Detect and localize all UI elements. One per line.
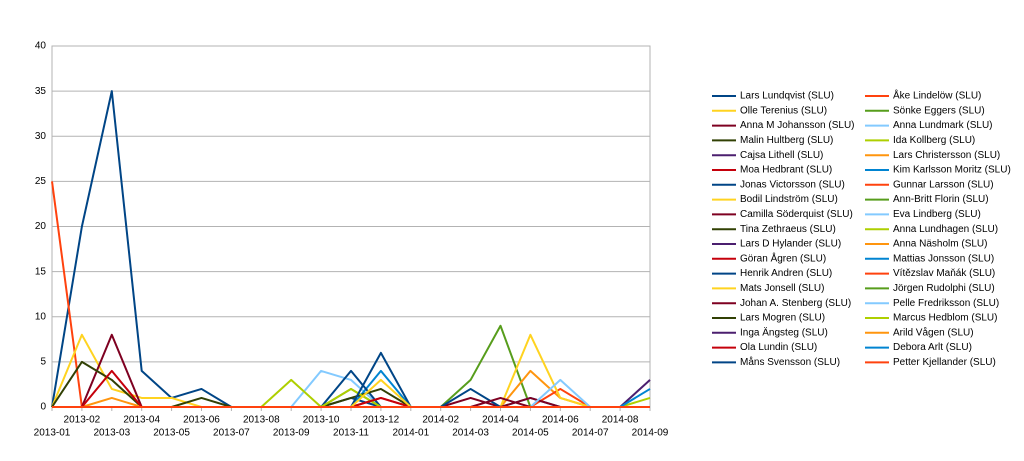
legend-label: Inga Ängsteg (SLU) xyxy=(740,326,828,338)
y-tick-label: 5 xyxy=(40,357,46,368)
x-tick-label: 2014-04 xyxy=(482,415,519,426)
legend-label: Moa Hedbrant (SLU) xyxy=(740,165,832,176)
legend-label: Jörgen Rudolphi (SLU) xyxy=(893,283,995,294)
legend-label: Jonas Victorsson (SLU) xyxy=(740,179,845,190)
legend-label: Gunnar Larsson (SLU) xyxy=(893,179,994,190)
x-tick-label: 2014-05 xyxy=(512,428,549,439)
x-tick-label: 2013-02 xyxy=(64,415,101,426)
legend-label: Mattias Jonsson (SLU) xyxy=(893,253,994,264)
legend-label: Göran Ågren (SLU) xyxy=(740,251,826,264)
x-tick-label: 2014-03 xyxy=(452,428,489,439)
legend-label: Anna M Johansson (SLU) xyxy=(740,120,855,131)
x-tick-label: 2014-06 xyxy=(542,415,579,426)
legend-label: Anna Lundhagen (SLU) xyxy=(893,224,998,235)
x-tick-label: 2014-09 xyxy=(632,428,669,439)
legend-label: Mats Jonsell (SLU) xyxy=(740,283,824,294)
legend-label: Malin Hultberg (SLU) xyxy=(740,135,833,146)
legend-label: Debora Arlt (SLU) xyxy=(893,342,972,353)
series-line xyxy=(51,90,650,408)
series-line xyxy=(52,378,650,408)
x-tick-label: 2013-12 xyxy=(363,415,400,426)
x-tick-label: 2013-05 xyxy=(153,428,190,439)
y-tick-label: 10 xyxy=(35,311,47,322)
legend-label: Lars D Hylander (SLU) xyxy=(740,239,841,250)
legend-label: Johan A. Stenberg (SLU) xyxy=(740,298,851,309)
x-tick-label: 2013-10 xyxy=(303,415,340,426)
legend-label: Olle Terenius (SLU) xyxy=(740,105,827,116)
legend-label: Kim Karlsson Moritz (SLU) xyxy=(893,165,1011,176)
legend-label: Tina Zethraeus (SLU) xyxy=(740,224,836,235)
x-tick-label: 2014-01 xyxy=(392,428,429,439)
legend-label: Lars Mogren (SLU) xyxy=(740,313,825,324)
x-tick-label: 2013-09 xyxy=(273,428,310,439)
y-tick-label: 15 xyxy=(35,266,47,277)
x-tick-label: 2014-02 xyxy=(422,415,459,426)
y-tick-label: 20 xyxy=(35,221,47,232)
legend-label: Ida Kollberg (SLU) xyxy=(893,135,975,146)
legend-label: Anna Näsholm (SLU) xyxy=(893,239,987,250)
legend-label: Arild Vågen (SLU) xyxy=(893,326,974,338)
legend-label: Bodil Lindström (SLU) xyxy=(740,194,838,205)
y-tick-label: 30 xyxy=(35,131,47,142)
x-tick-label: 2013-08 xyxy=(243,415,280,426)
x-tick-label: 2013-11 xyxy=(333,428,369,439)
legend-label: Camilla Söderquist (SLU) xyxy=(740,209,853,220)
x-tick-label: 2013-04 xyxy=(123,415,160,426)
x-tick-label: 2014-07 xyxy=(572,428,609,439)
y-tick-label: 35 xyxy=(35,86,47,97)
series-line xyxy=(52,379,651,408)
x-tick-label: 2013-07 xyxy=(213,428,250,439)
legend-label: Marcus Hedblom (SLU) xyxy=(893,313,997,324)
legend-label: Sönke Eggers (SLU) xyxy=(893,105,985,116)
series-line xyxy=(52,378,650,408)
legend-label: Ola Lundin (SLU) xyxy=(740,342,817,353)
x-tick-label: 2013-03 xyxy=(93,428,130,439)
y-tick-label: 25 xyxy=(35,176,47,187)
x-tick-label: 2013-06 xyxy=(183,415,220,426)
legend-label: Eva Lindberg (SLU) xyxy=(893,209,981,220)
legend-label: Henrik Andren (SLU) xyxy=(740,268,832,279)
legend-label: Åke Lindelöw (SLU) xyxy=(893,89,981,102)
series-line xyxy=(51,181,650,408)
legend-label: Cajsa Lithell (SLU) xyxy=(740,150,823,161)
legend-label: Ann-Britt Florin (SLU) xyxy=(893,194,989,205)
legend-label: Lars Lundqvist (SLU) xyxy=(740,91,834,102)
legend-label: Vítězslav Maňák (SLU) xyxy=(893,268,995,279)
y-tick-label: 0 xyxy=(40,402,46,413)
x-tick-label: 2013-01 xyxy=(34,428,71,439)
legend-label: Pelle Fredriksson (SLU) xyxy=(893,298,999,309)
legend-label: Petter Kjellander (SLU) xyxy=(893,357,996,368)
legend-label: Lars Christersson (SLU) xyxy=(893,150,1000,161)
x-tick-label: 2014-08 xyxy=(602,415,639,426)
y-tick-label: 40 xyxy=(35,41,47,52)
series-line xyxy=(52,378,650,408)
legend-label: Måns Svensson (SLU) xyxy=(740,356,840,368)
legend-label: Anna Lundmark (SLU) xyxy=(893,120,993,131)
